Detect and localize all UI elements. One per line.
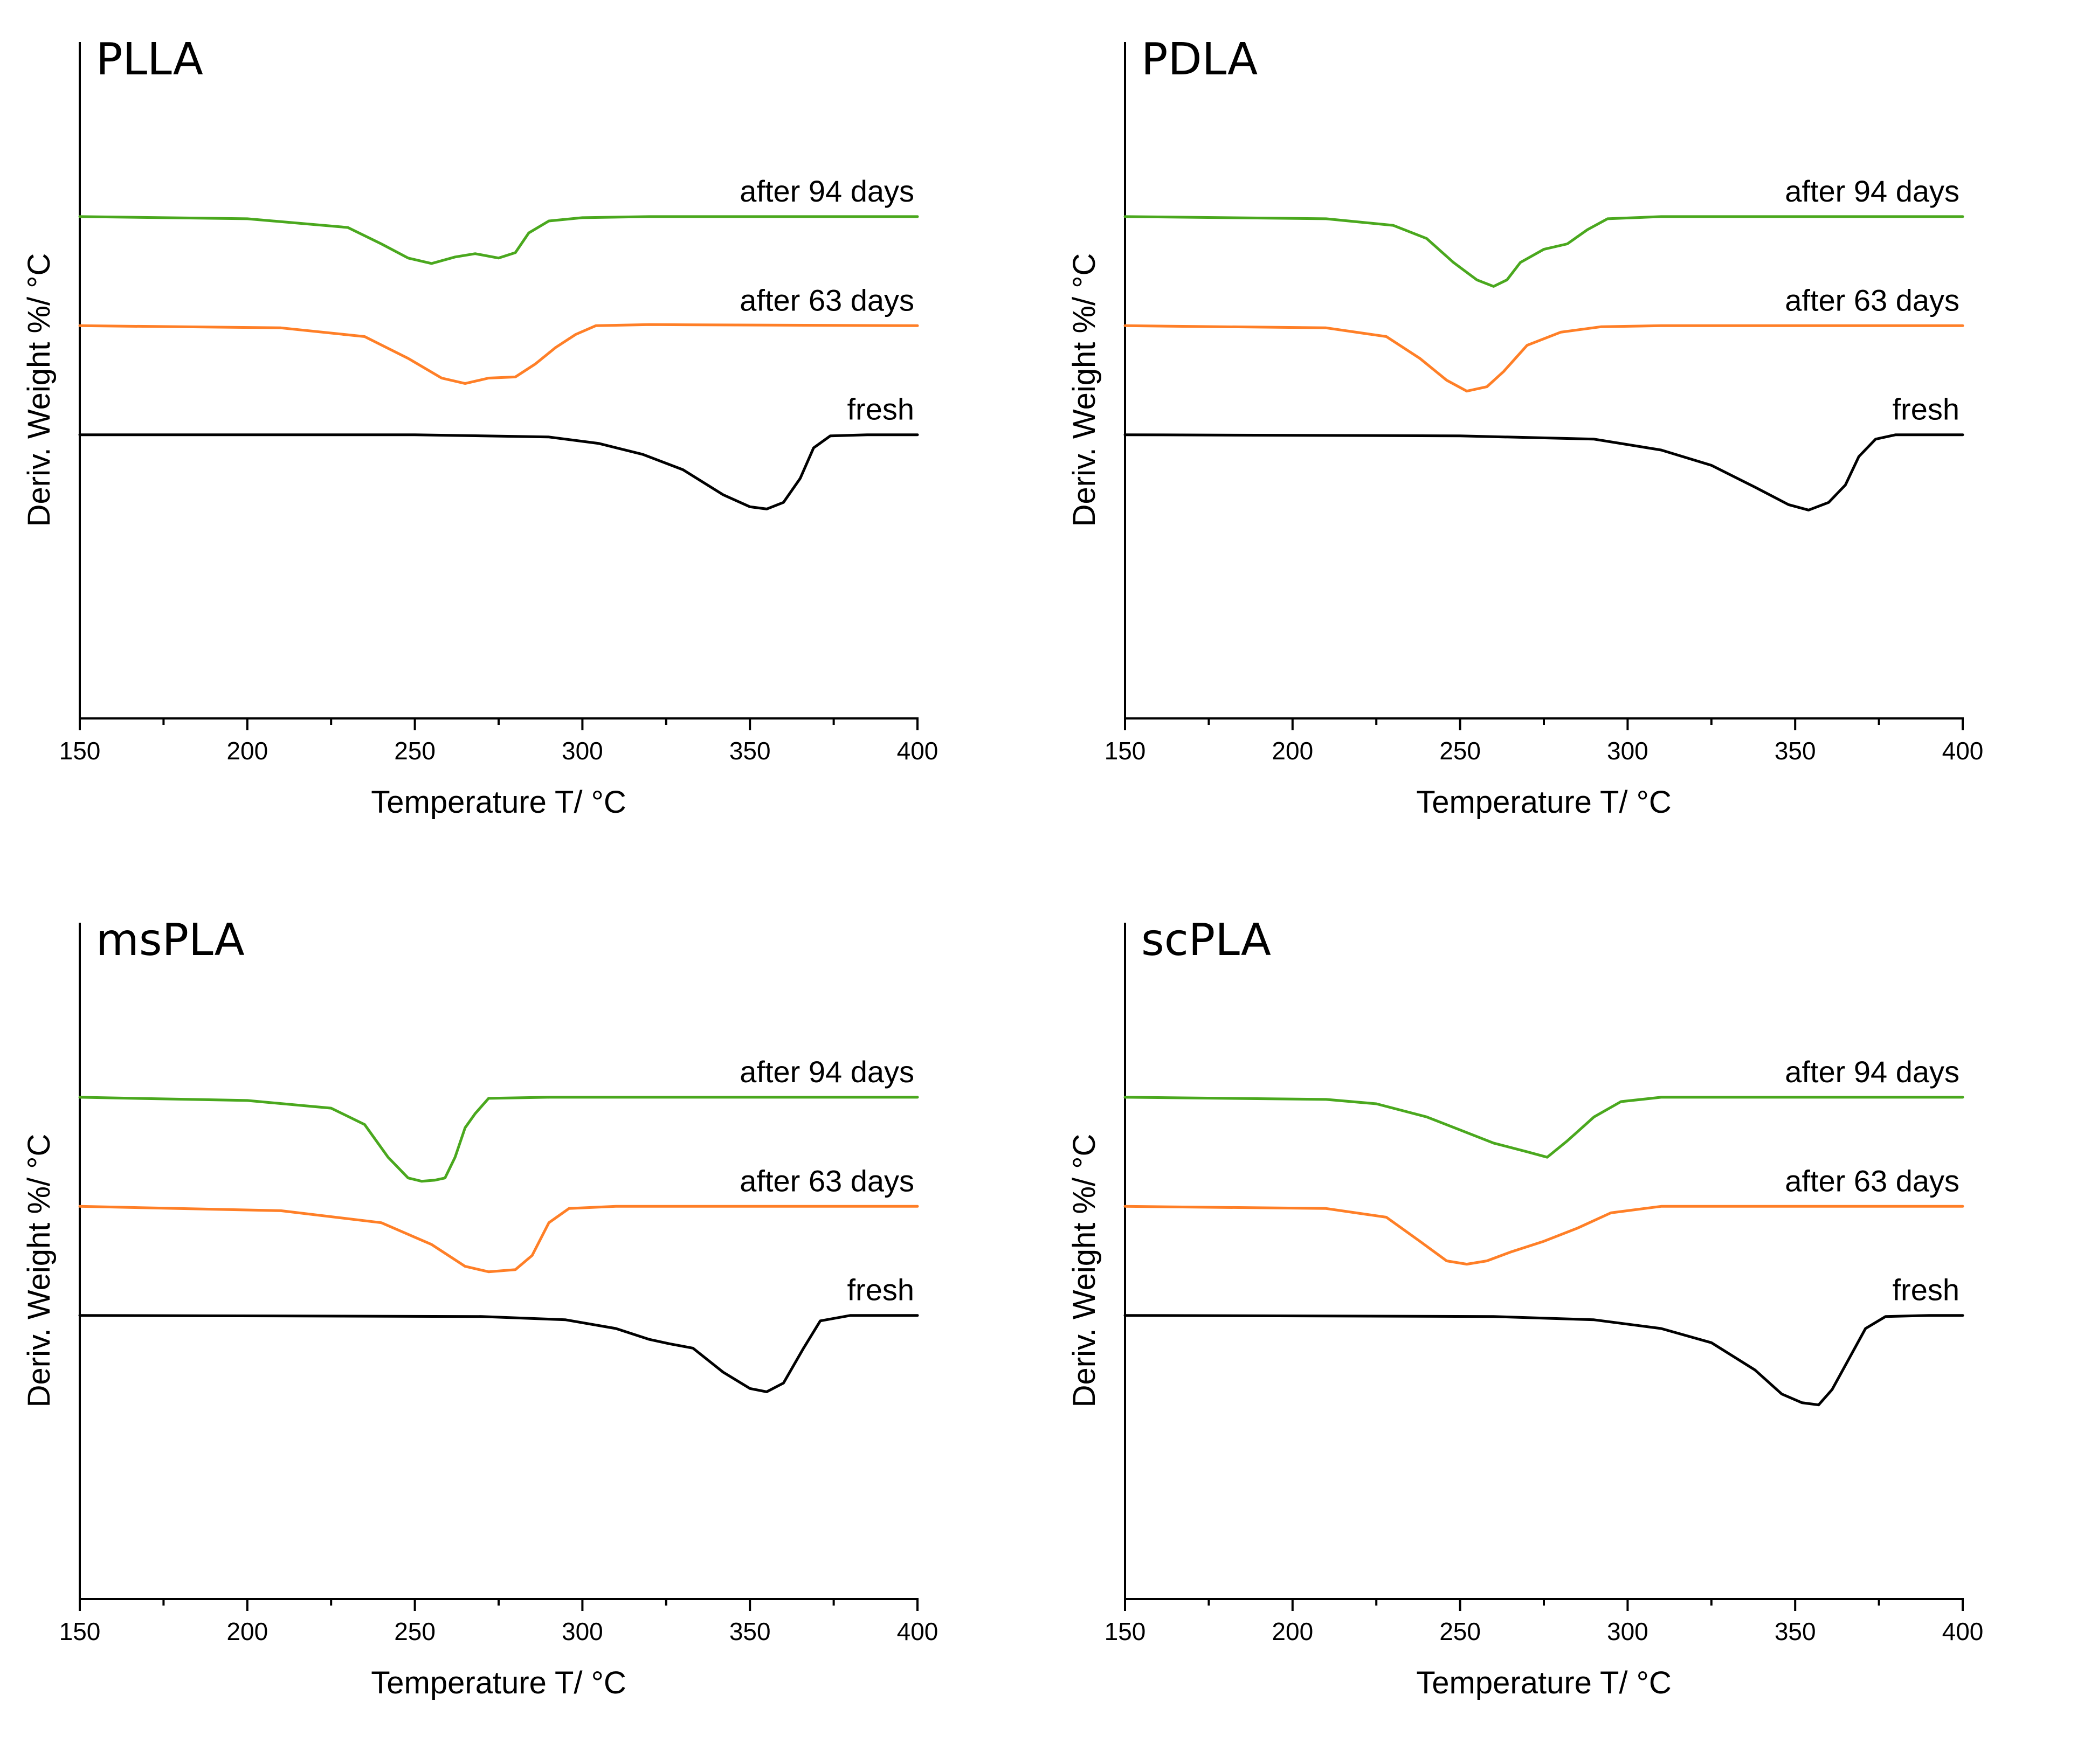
x-axis-label: Temperature T/ °C xyxy=(371,785,626,820)
chart-svg: 150 200 250 300 350 400 Temperature T/ °C Deriv… xyxy=(22,915,938,1700)
chart-title: PDLA xyxy=(1141,34,1258,85)
series-line-after-63-days xyxy=(78,323,919,385)
series-line-after-63-days xyxy=(1123,1205,1964,1266)
series-line-fresh xyxy=(1123,433,1964,511)
x-tick-label: 150 xyxy=(1105,737,1146,765)
chart-title: scPLA xyxy=(1141,915,1271,966)
series-label-after-63-days: after 63 days xyxy=(740,283,914,317)
x-tick-label: 300 xyxy=(1607,737,1648,765)
series-label-fresh: fresh xyxy=(1893,1273,1960,1307)
series-line-after-94-days xyxy=(78,1096,919,1183)
x-tick-label: 300 xyxy=(562,737,603,765)
chart-svg: 150 200 250 300 350 400 Temperature T/ °C Deriv… xyxy=(22,34,938,820)
series-label-fresh: fresh xyxy=(1893,392,1960,426)
chart-panel-pdla: 150 200 250 300 350 400 Temperature T/ °C Deriv… xyxy=(1045,0,2091,881)
y-axis-label: Deriv. Weight %/ °C xyxy=(1067,253,1102,527)
series-line-after-94-days xyxy=(1123,1096,1964,1159)
series-label-fresh: fresh xyxy=(847,1273,915,1307)
x-tick-label: 250 xyxy=(1439,737,1481,765)
series-line-after-63-days xyxy=(1123,324,1964,393)
chart-panel-scpla: 150 200 250 300 350 400 Temperature T/ °C Deriv… xyxy=(1045,881,2091,1761)
chart-panel-mspla: 150 200 250 300 350 400 Temperature T/ °C Deriv… xyxy=(0,881,1045,1761)
x-tick-label: 350 xyxy=(729,1617,771,1645)
chart-svg: 150 200 250 300 350 400 Temperature T/ °C Deriv… xyxy=(1067,915,1984,1700)
chart-title: msPLA xyxy=(96,915,245,966)
x-tick-label: 400 xyxy=(1942,737,1984,765)
series-line-after-63-days xyxy=(78,1205,919,1274)
x-tick-label: 150 xyxy=(59,1617,101,1645)
x-tick-label: 200 xyxy=(226,737,268,765)
x-tick-label: 300 xyxy=(1607,1617,1648,1645)
series-label-after-63-days: after 63 days xyxy=(1785,283,1959,317)
series-line-after-94-days xyxy=(78,215,919,265)
x-tick-label: 400 xyxy=(897,737,938,765)
series-label-after-94-days: after 94 days xyxy=(1785,1055,1959,1089)
chart-panel-plla: 150 200 250 300 350 400 Temperature T/ °C Deriv… xyxy=(0,0,1045,881)
series-label-after-94-days: after 94 days xyxy=(1785,174,1959,208)
chart-title: PLLA xyxy=(96,34,203,85)
series-line-fresh xyxy=(78,433,919,510)
y-axis-label: Deriv. Weight %/ °C xyxy=(22,253,57,527)
series-label-after-94-days: after 94 days xyxy=(740,174,914,208)
x-tick-label: 150 xyxy=(59,737,101,765)
series-line-after-94-days xyxy=(1123,215,1964,288)
x-tick-label: 300 xyxy=(562,1617,603,1645)
series-label-fresh: fresh xyxy=(847,392,915,426)
series-label-after-63-days: after 63 days xyxy=(740,1164,914,1198)
x-tick-label: 200 xyxy=(1272,737,1313,765)
x-tick-label: 250 xyxy=(394,1617,436,1645)
x-tick-label: 400 xyxy=(897,1617,938,1645)
series-label-after-94-days: after 94 days xyxy=(740,1055,914,1089)
x-axis-label: Temperature T/ °C xyxy=(371,1665,626,1700)
x-axis-label: Temperature T/ °C xyxy=(1416,1665,1671,1700)
x-tick-label: 250 xyxy=(394,737,436,765)
series-line-fresh xyxy=(78,1314,919,1393)
x-tick-label: 400 xyxy=(1942,1617,1984,1645)
x-tick-label: 350 xyxy=(729,737,771,765)
x-tick-label: 350 xyxy=(1775,737,1816,765)
x-tick-label: 250 xyxy=(1439,1617,1481,1645)
series-line-fresh xyxy=(1123,1314,1964,1407)
chart-svg: 150 200 250 300 350 400 Temperature T/ °C Deriv… xyxy=(1067,34,1984,820)
x-tick-label: 200 xyxy=(1272,1617,1313,1645)
x-tick-label: 150 xyxy=(1105,1617,1146,1645)
y-axis-label: Deriv. Weight %/ °C xyxy=(22,1134,57,1408)
series-label-after-63-days: after 63 days xyxy=(1785,1164,1959,1198)
x-tick-label: 350 xyxy=(1775,1617,1816,1645)
x-axis-label: Temperature T/ °C xyxy=(1416,785,1671,820)
y-axis-label: Deriv. Weight %/ °C xyxy=(1067,1134,1102,1408)
x-tick-label: 200 xyxy=(226,1617,268,1645)
